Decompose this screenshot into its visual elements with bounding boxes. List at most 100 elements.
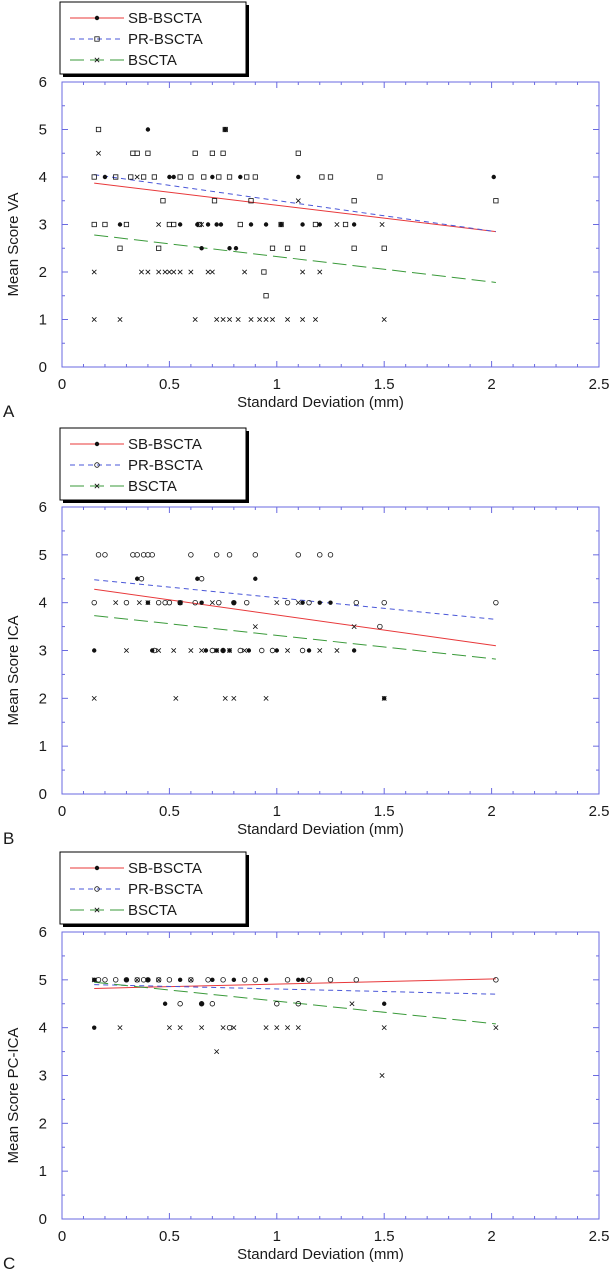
trend-line-pr-bscta (94, 174, 496, 233)
legend-marker-bscta (94, 483, 100, 489)
data-point-pr-bscta (177, 1001, 183, 1007)
legend-marker-pr-bscta (94, 36, 100, 42)
legend-label-pr-bscta: PR-BSCTA (128, 881, 203, 898)
data-point-bscta (285, 648, 291, 653)
data-point-sb-bscta (351, 648, 357, 653)
data-point-sb-bscta (328, 600, 333, 605)
data-point-bscta (188, 269, 194, 275)
data-point-bscta (199, 222, 205, 227)
data-point-sb-bscta (382, 1001, 387, 1006)
data-point-sb-bscta (177, 222, 183, 227)
data-point-bscta (274, 600, 280, 606)
trend-line-bscta (94, 981, 496, 1025)
data-point-pr-bscta (166, 221, 172, 228)
y-tick-label: 3 (39, 643, 47, 660)
data-point-bscta (252, 624, 258, 630)
data-point-sb-bscta (231, 977, 237, 983)
data-point-pr-bscta (216, 599, 222, 606)
data-point-pr-bscta (155, 977, 162, 983)
data-point-bscta (166, 1025, 172, 1031)
y-tick-label: 6 (39, 499, 47, 516)
data-point-pr-bscta (222, 126, 228, 133)
data-point-pr-bscta (155, 599, 162, 606)
y-tick-label: 4 (39, 1020, 47, 1037)
data-point-pr-bscta (166, 977, 173, 983)
data-point-bscta (317, 648, 323, 653)
data-point-bscta (493, 1025, 499, 1031)
legend-label-sb-bscta: SB-BSCTA (128, 436, 202, 453)
data-point-bscta (145, 269, 151, 275)
data-point-pr-bscta (299, 647, 306, 654)
x-axis-title: Standard Deviation (mm) (237, 821, 404, 838)
data-point-bscta (351, 624, 357, 630)
data-point-pr-bscta (299, 245, 306, 251)
data-point-sb-bscta (300, 977, 305, 983)
data-point-sb-bscta (231, 600, 237, 605)
data-point-bscta (188, 648, 194, 653)
data-point-bscta (136, 600, 142, 606)
data-point-bscta (177, 1025, 183, 1031)
data-point-pr-bscta (151, 174, 157, 180)
legend-marker-pr-bscta (94, 462, 100, 468)
data-point-sb-bscta (300, 222, 305, 227)
data-point-bscta (117, 317, 123, 322)
data-point-bscta (270, 317, 275, 322)
x-tick-label: 0 (58, 376, 66, 393)
legend-label-bscta: BSCTA (128, 478, 177, 495)
data-point-pr-bscta (192, 150, 198, 156)
data-point-sb-bscta (238, 174, 243, 180)
data-point-pr-bscta (134, 977, 140, 983)
data-point-bscta (171, 269, 177, 275)
data-point-pr-bscta (284, 599, 291, 606)
plot-frame (61, 506, 600, 795)
data-point-pr-bscta (205, 977, 211, 983)
data-point-bscta (263, 1025, 269, 1031)
y-tick-label: 0 (39, 359, 47, 376)
data-point-bscta (214, 648, 220, 653)
data-point-bscta (205, 269, 211, 275)
data-point-bscta (231, 1025, 237, 1031)
data-point-pr-bscta (102, 221, 108, 228)
data-point-bscta (156, 977, 162, 983)
data-point-bscta (295, 198, 301, 204)
data-point-sb-bscta (218, 222, 224, 227)
data-point-bscta (235, 317, 241, 322)
data-point-bscta (349, 1001, 355, 1007)
chart-panel-b: 0 0.5 1 1.5 2 2.5 0 1 2 3 4 5 6 Standard Deviation (m… (3, 427, 609, 848)
data-point-sb-bscta (124, 977, 129, 983)
data-point-pr-bscta (160, 198, 166, 204)
data-point-pr-bscta (295, 150, 301, 156)
data-point-pr-bscta (248, 198, 254, 204)
data-point-pr-bscta (231, 599, 237, 606)
data-point-sb-bscta (214, 222, 219, 227)
x-tick-label: 0.5 (159, 376, 180, 393)
data-point-sb-bscta (117, 222, 123, 227)
data-point-bscta (96, 150, 101, 156)
data-point-pr-bscta (295, 552, 301, 558)
data-point-pr-bscta (151, 647, 158, 654)
data-point-pr-bscta (149, 552, 155, 558)
data-point-pr-bscta (493, 599, 499, 606)
data-point-bscta (285, 317, 291, 322)
data-point-sb-bscta (199, 600, 204, 605)
data-point-bscta (173, 695, 179, 701)
legend: SB-BSCTA PR-BSCTA BSCTA (59, 851, 249, 927)
y-axis-title: Mean Score ICA (5, 615, 22, 725)
data-point-pr-bscta (342, 221, 349, 228)
data-point-pr-bscta (211, 198, 218, 204)
data-point-bscta (117, 1025, 123, 1031)
legend-label-pr-bscta: PR-BSCTA (128, 31, 203, 48)
data-point-bscta (91, 695, 97, 701)
data-point-pr-bscta (95, 552, 102, 558)
y-axis-title: Mean Score VA (5, 193, 22, 297)
data-point-sb-bscta (145, 127, 151, 132)
data-point-bscta (257, 317, 263, 322)
data-point-bscta (156, 269, 162, 275)
data-point-sb-bscta (210, 977, 215, 983)
data-point-sb-bscta (248, 222, 254, 227)
x-tick-label: 1.5 (374, 803, 395, 820)
trend-line-bscta (94, 615, 496, 660)
legend-marker-bscta (94, 907, 100, 913)
data-point-pr-bscta (198, 576, 205, 582)
